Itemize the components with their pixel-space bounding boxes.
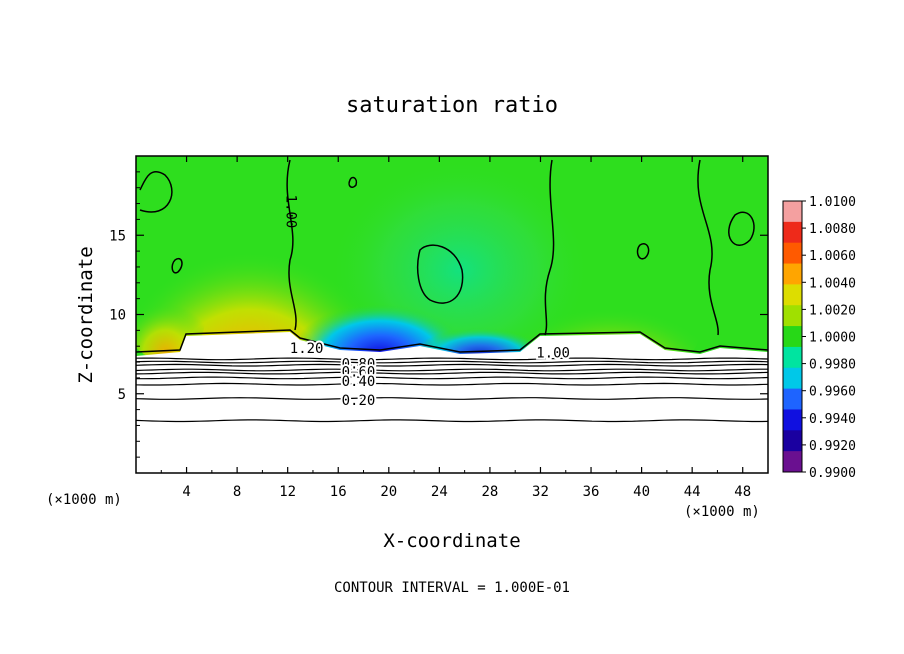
contour-line — [136, 376, 768, 380]
x-tick-label: 48 — [734, 484, 751, 500]
contour-upper-right — [728, 211, 755, 246]
colorbar-label: 0.9940 — [809, 412, 856, 427]
x-unit-left: (×1000 m) — [46, 492, 122, 508]
contour-label: 1.20 — [290, 341, 324, 357]
x-tick-label: 32 — [532, 484, 549, 500]
x-tick-label: 20 — [380, 484, 397, 500]
colorbar-segment — [783, 201, 802, 223]
colorbar-segment — [783, 284, 802, 306]
contour-label: 0.60 — [342, 365, 376, 381]
contour-line — [136, 360, 768, 364]
contour-label: 1.00 — [536, 346, 570, 362]
y-axis: 5 10 15 — [109, 171, 768, 458]
contour-island — [417, 244, 464, 304]
colorbar-label: 1.0040 — [809, 276, 856, 291]
contour-label: 0.80 — [342, 357, 376, 373]
contour-line — [136, 382, 768, 386]
contour-labels: 1.00 1.20 0.800.600.40 0.20 1.00 — [282, 195, 572, 411]
cloud-base-white — [136, 332, 768, 473]
y-axis-label: Z-coordinate — [75, 246, 97, 383]
colorbar-segment — [783, 451, 802, 473]
colorbar-label: 1.0080 — [809, 222, 856, 237]
x-unit-right: (×1000 m) — [684, 504, 760, 520]
contour-small-2 — [636, 243, 650, 260]
chart-title: saturation ratio — [346, 93, 558, 118]
colorbar-segment — [783, 346, 802, 369]
colorbar-segment — [783, 430, 802, 452]
contour-line — [136, 368, 768, 372]
plot-area: 1.00 1.20 0.800.600.40 0.20 1.00 — [136, 156, 768, 473]
contour-line — [136, 371, 768, 375]
contour-right-edge — [697, 159, 719, 336]
colorbar-label: 0.9900 — [809, 466, 856, 481]
colorbar-segment — [783, 388, 802, 410]
contour-interval-note: CONTOUR INTERVAL = 1.000E-01 — [334, 580, 570, 596]
contour-line — [136, 357, 768, 361]
contour-1-00-left — [286, 159, 297, 331]
y-tick-label: 15 — [109, 228, 126, 244]
cloud-top-contour — [136, 329, 768, 353]
colorbar-label: 1.0060 — [809, 249, 856, 264]
contour-label: 0.40 — [342, 374, 376, 390]
lower-contours — [136, 357, 768, 423]
colorbar: 1.0100 1.0080 1.0060 1.0040 1.0020 1.0000 0.99… — [782, 195, 856, 481]
contour-line — [136, 419, 768, 423]
contour-small-1 — [171, 258, 183, 274]
x-tick-label: 24 — [431, 484, 448, 500]
x-axis-label: X-coordinate — [383, 530, 520, 552]
contour-label: 1.00 — [282, 195, 298, 229]
x-tick-label: 28 — [481, 484, 498, 500]
x-tick-label: 16 — [330, 484, 347, 500]
contour-line — [136, 397, 768, 400]
colorbar-label: 0.9980 — [809, 358, 856, 373]
colorbar-label: 0.9960 — [809, 385, 856, 400]
x-tick-label: 4 — [182, 484, 190, 500]
colorbar-segment — [783, 305, 802, 327]
colorbar-segment — [783, 326, 802, 348]
contour-label: 0.20 — [342, 393, 376, 409]
colorbar-label: 1.0000 — [809, 331, 856, 346]
y-tick-label: 10 — [109, 308, 126, 324]
x-tick-label: 12 — [279, 484, 296, 500]
colorbar-segment — [783, 367, 802, 390]
y-tick-label: 5 — [118, 387, 126, 403]
x-axis: 4 8 12 16 20 24 28 32 36 40 44 48 — [160, 156, 751, 500]
x-tick-label: 36 — [583, 484, 600, 500]
x-tick-label: 8 — [233, 484, 241, 500]
contour-upper-center — [348, 176, 358, 188]
colorbar-segment — [783, 263, 802, 285]
colorbar-segment — [783, 242, 802, 265]
colorbar-label: 0.9920 — [809, 439, 856, 454]
contour-line — [136, 363, 768, 367]
x-tick-label: 44 — [684, 484, 701, 500]
colorbar-segment — [783, 221, 802, 244]
contour-upper-left — [139, 170, 173, 213]
colorbar-label: 1.0020 — [809, 303, 856, 318]
colorbar-label: 1.0100 — [809, 195, 856, 210]
x-tick-label: 40 — [633, 484, 650, 500]
colorbar-segment — [783, 409, 802, 431]
contour-upper-mid — [544, 159, 555, 336]
